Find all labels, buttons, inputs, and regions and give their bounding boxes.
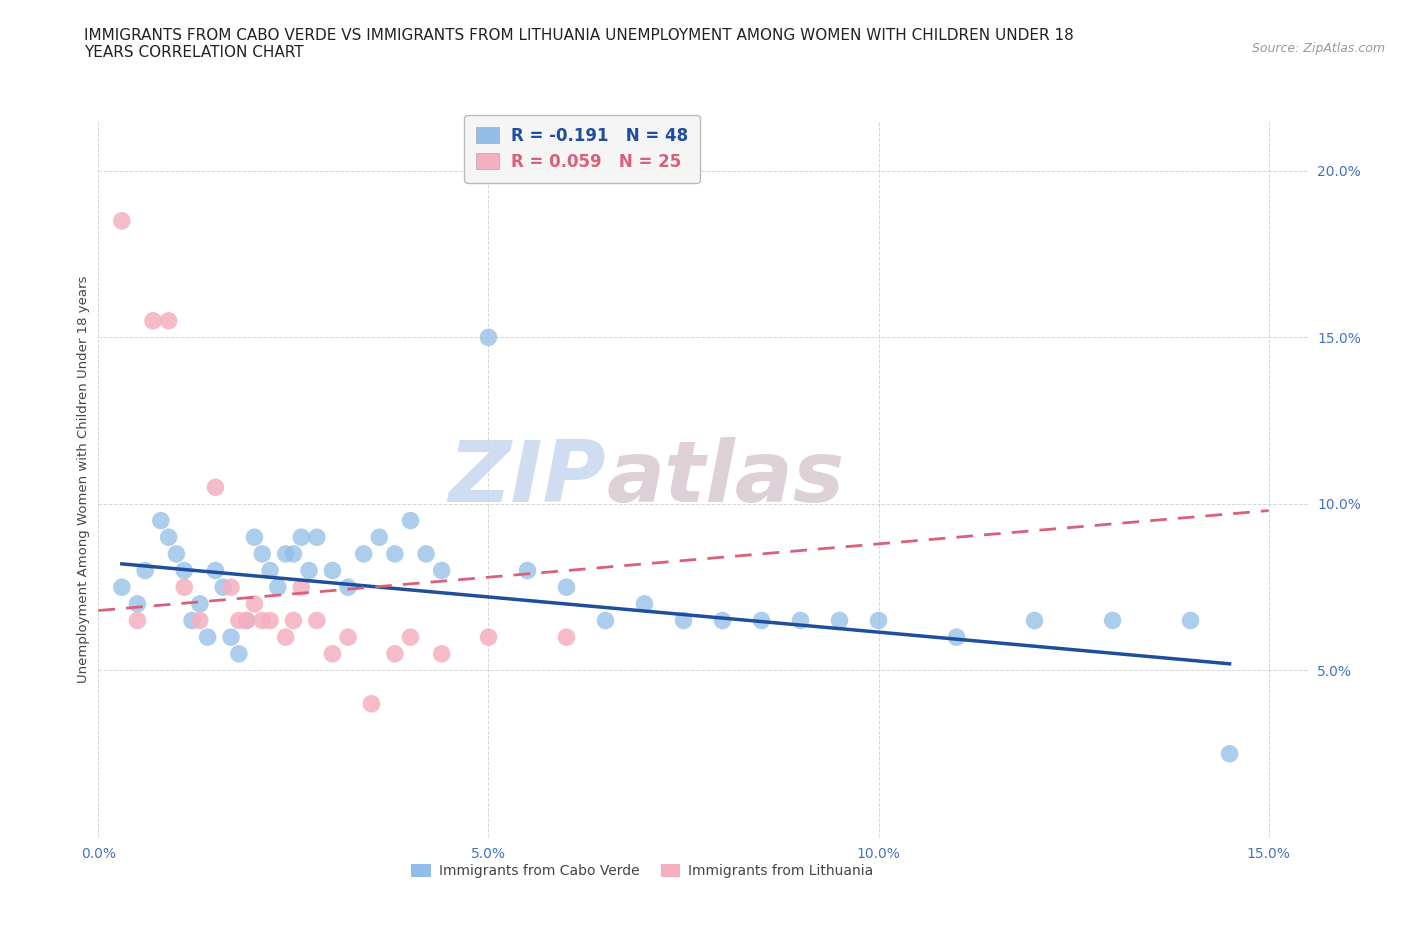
Point xyxy=(165,547,187,562)
Point xyxy=(149,513,172,528)
Point xyxy=(711,613,734,628)
Point xyxy=(384,547,406,562)
Point xyxy=(228,646,250,661)
Point xyxy=(204,480,226,495)
Point xyxy=(415,547,437,562)
Point xyxy=(477,630,499,644)
Point xyxy=(337,630,360,644)
Point xyxy=(259,563,281,578)
Point xyxy=(243,596,266,611)
Point xyxy=(219,579,242,594)
Point xyxy=(555,630,578,644)
Text: Source: ZipAtlas.com: Source: ZipAtlas.com xyxy=(1251,42,1385,55)
Point xyxy=(321,646,343,661)
Point xyxy=(181,613,204,628)
Point xyxy=(111,213,134,228)
Point xyxy=(235,613,257,628)
Point xyxy=(243,530,266,545)
Point xyxy=(945,630,967,644)
Point xyxy=(555,579,578,594)
Point xyxy=(197,630,219,644)
Point xyxy=(321,563,343,578)
Point xyxy=(252,613,274,628)
Point xyxy=(111,579,134,594)
Point xyxy=(228,613,250,628)
Point xyxy=(188,596,211,611)
Point xyxy=(157,530,180,545)
Text: IMMIGRANTS FROM CABO VERDE VS IMMIGRANTS FROM LITHUANIA UNEMPLOYMENT AMONG WOMEN: IMMIGRANTS FROM CABO VERDE VS IMMIGRANTS… xyxy=(84,28,1074,60)
Point xyxy=(252,547,274,562)
Point xyxy=(595,613,617,628)
Point xyxy=(516,563,538,578)
Point xyxy=(235,613,257,628)
Point xyxy=(828,613,851,628)
Point xyxy=(1101,613,1123,628)
Point xyxy=(134,563,156,578)
Point xyxy=(477,330,499,345)
Text: atlas: atlas xyxy=(606,437,845,521)
Point xyxy=(789,613,811,628)
Point xyxy=(142,313,165,328)
Point xyxy=(274,630,297,644)
Point xyxy=(157,313,180,328)
Point xyxy=(1024,613,1046,628)
Point xyxy=(267,579,290,594)
Point xyxy=(298,563,321,578)
Point xyxy=(399,513,422,528)
Point xyxy=(384,646,406,661)
Point xyxy=(188,613,211,628)
Point xyxy=(127,613,149,628)
Point xyxy=(305,530,328,545)
Point xyxy=(127,596,149,611)
Point xyxy=(430,646,453,661)
Text: ZIP: ZIP xyxy=(449,437,606,521)
Point xyxy=(259,613,281,628)
Legend: Immigrants from Cabo Verde, Immigrants from Lithuania: Immigrants from Cabo Verde, Immigrants f… xyxy=(406,858,879,883)
Point xyxy=(868,613,890,628)
Point xyxy=(399,630,422,644)
Point xyxy=(283,547,305,562)
Point xyxy=(353,547,375,562)
Point xyxy=(430,563,453,578)
Point xyxy=(337,579,360,594)
Point xyxy=(204,563,226,578)
Point xyxy=(368,530,391,545)
Y-axis label: Unemployment Among Women with Children Under 18 years: Unemployment Among Women with Children U… xyxy=(77,275,90,683)
Point xyxy=(633,596,655,611)
Point xyxy=(672,613,695,628)
Point xyxy=(290,530,312,545)
Point xyxy=(360,697,382,711)
Point xyxy=(1219,746,1241,761)
Point xyxy=(173,579,195,594)
Point xyxy=(173,563,195,578)
Point xyxy=(305,613,328,628)
Point xyxy=(290,579,312,594)
Point xyxy=(274,547,297,562)
Point xyxy=(1180,613,1202,628)
Point xyxy=(283,613,305,628)
Point xyxy=(751,613,773,628)
Point xyxy=(219,630,242,644)
Point xyxy=(212,579,235,594)
